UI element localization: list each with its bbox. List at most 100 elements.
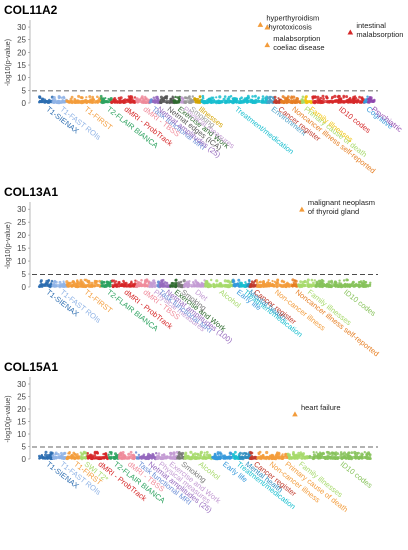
data-point: [191, 95, 194, 98]
data-point: [312, 281, 315, 285]
category-points: [182, 279, 207, 289]
data-point: [105, 280, 108, 283]
data-point: [218, 95, 222, 99]
category-band: [149, 100, 154, 103]
category-points: [51, 451, 68, 460]
y-tick-label: 5: [22, 270, 27, 279]
category-band: [177, 456, 185, 459]
data-point: [292, 451, 295, 454]
category-points: [51, 95, 68, 105]
category-points: [139, 452, 158, 461]
data-point: [39, 280, 43, 284]
panel-title: COL15A1: [4, 360, 58, 374]
data-point: [72, 280, 75, 284]
data-point: [96, 451, 99, 455]
category-points: [65, 451, 81, 461]
category-points: [169, 278, 178, 289]
data-point: [312, 451, 315, 454]
data-point: [205, 450, 209, 454]
data-point: [315, 451, 318, 454]
data-point: [215, 279, 219, 283]
annotation-text: hyperthyroidism thyrotoxicosis: [266, 14, 319, 32]
y-tick-label: 0: [22, 283, 27, 292]
category-band: [38, 456, 53, 459]
data-point: [73, 452, 77, 456]
data-point: [46, 454, 49, 457]
data-point: [130, 280, 133, 283]
data-point: [231, 97, 235, 101]
data-point: [192, 281, 195, 284]
data-point: [248, 280, 251, 283]
data-point: [342, 279, 346, 282]
data-point: [44, 453, 47, 457]
category-points: [65, 94, 103, 105]
data-point: [98, 279, 101, 283]
data-point: [135, 280, 139, 283]
data-point: [238, 451, 242, 455]
data-point: [162, 97, 166, 100]
category-points: [134, 95, 151, 105]
category-band: [87, 456, 109, 459]
category-band: [149, 283, 157, 287]
data-point: [76, 280, 79, 283]
data-point: [188, 280, 191, 283]
data-point: [62, 280, 65, 283]
y-tick-label: 10: [17, 257, 26, 266]
category-points: [51, 279, 68, 289]
data-point: [76, 453, 79, 456]
category-band: [52, 283, 67, 287]
category-band: [184, 456, 212, 459]
category-band: [38, 283, 53, 287]
data-point: [321, 282, 324, 285]
data-point: [215, 96, 218, 99]
data-point: [257, 96, 261, 99]
data-point: [210, 278, 213, 282]
category-points: [158, 95, 176, 105]
data-point: [52, 454, 55, 457]
data-point: [237, 278, 241, 282]
category-band: [156, 283, 161, 287]
category-points: [155, 452, 161, 460]
data-point: [87, 279, 91, 283]
significant-point: [264, 24, 271, 30]
category-points: [308, 450, 372, 461]
category-label: Noncancer illness self-reported: [294, 287, 381, 358]
data-point: [228, 281, 232, 284]
category-band: [108, 456, 119, 459]
category-points: [158, 278, 172, 289]
data-point: [119, 452, 122, 455]
category-points: [297, 278, 316, 289]
data-point: [53, 96, 56, 99]
category-band: [173, 100, 181, 103]
data-point: [306, 278, 310, 282]
data-point: [205, 453, 209, 457]
data-point: [84, 278, 88, 282]
data-point: [267, 279, 270, 282]
category-band: [246, 283, 250, 287]
data-point: [77, 94, 81, 98]
panel-title: COL11A2: [4, 3, 58, 17]
data-point: [338, 282, 341, 285]
data-point: [68, 451, 71, 454]
data-point: [189, 450, 193, 454]
data-point: [213, 452, 217, 456]
category-band: [256, 283, 292, 287]
category-points: [314, 278, 372, 289]
data-point: [300, 453, 304, 457]
data-point: [180, 453, 183, 457]
panel-col11a2: COL11A2-log10(p-value)051015202530T1-SIE…: [4, 3, 404, 175]
data-point: [269, 95, 273, 98]
data-point: [321, 279, 325, 283]
data-point: [176, 96, 179, 99]
data-point: [253, 94, 257, 98]
data-point: [179, 280, 183, 284]
data-point: [322, 97, 325, 101]
data-point: [171, 95, 174, 98]
category-band: [205, 283, 233, 287]
data-point: [113, 281, 116, 284]
data-point: [292, 95, 296, 99]
category-band: [288, 456, 309, 459]
category-band: [301, 100, 306, 103]
data-point: [88, 95, 92, 99]
